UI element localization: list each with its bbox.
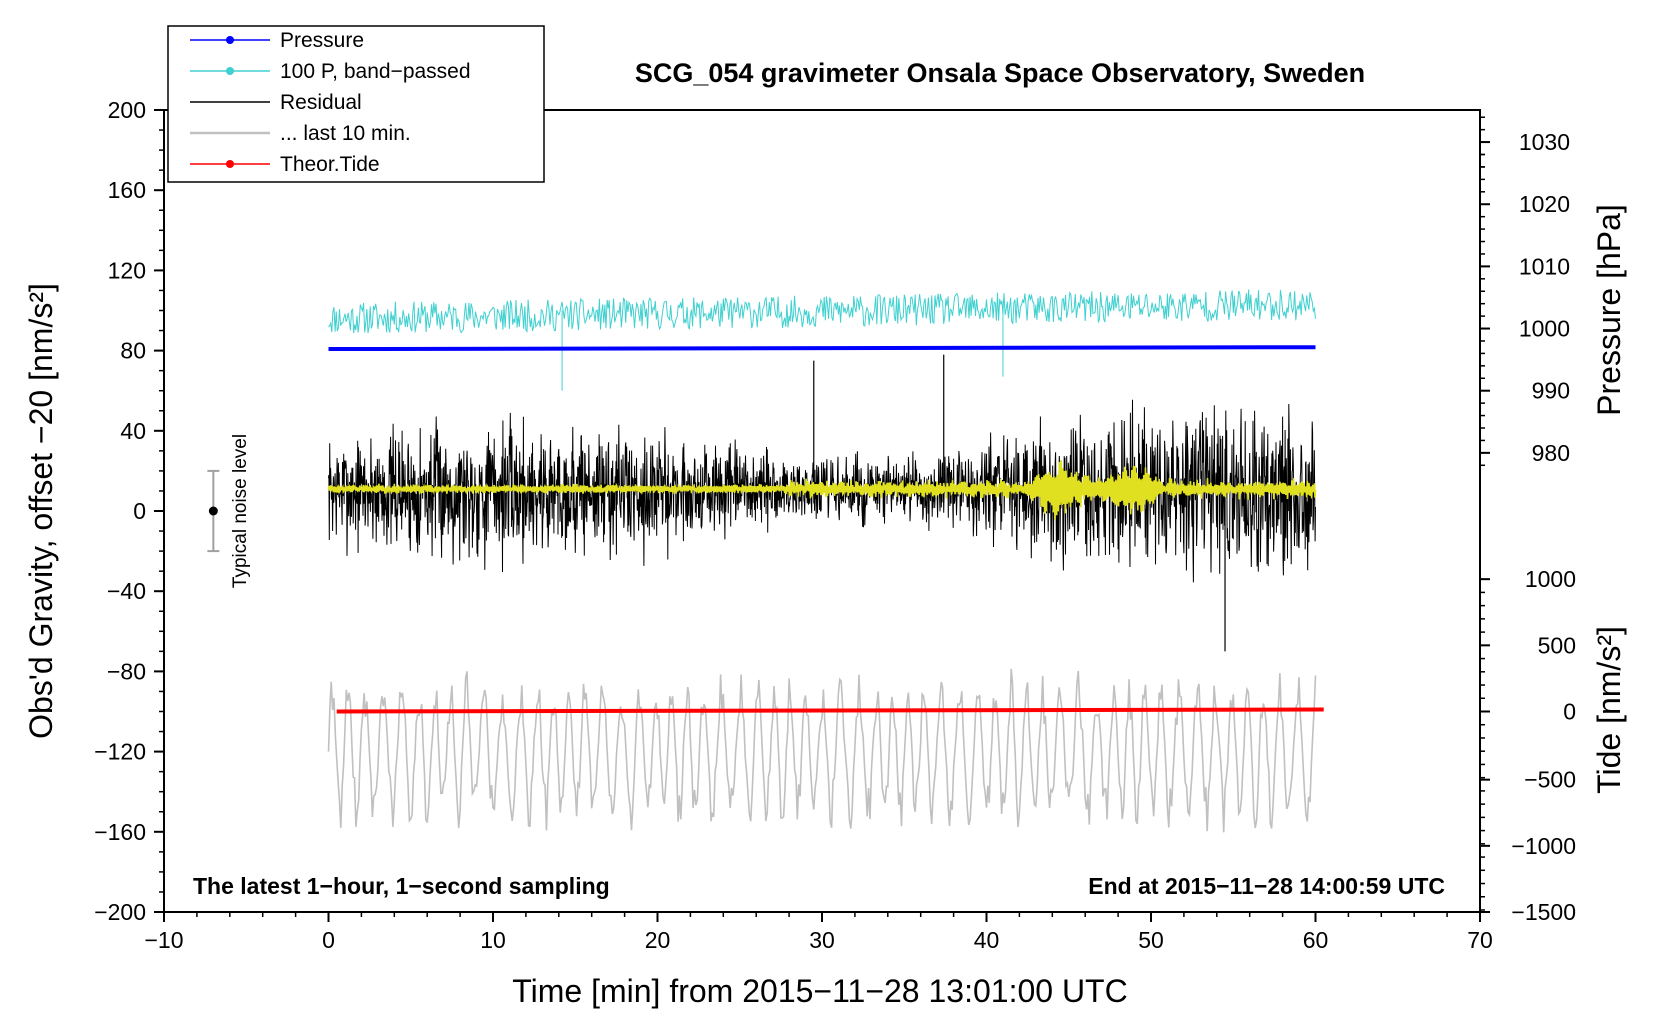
x-tick-label-6: 50 xyxy=(1138,927,1164,953)
x-tick-label-5: 40 xyxy=(974,927,1000,953)
x-tick-label-3: 20 xyxy=(645,927,671,953)
y-axis-title-left: Obs'd Gravity, offset −20 [nm/s²] xyxy=(23,283,59,739)
legend: Pressure 100 P, band−passed Residual ... la… xyxy=(167,25,545,183)
annotation-end-time: End at 2015−11−28 14:00:59 UTC xyxy=(1088,873,1445,899)
y-left-tick-label-1: 160 xyxy=(108,177,146,203)
y-left-tick-label-4: 40 xyxy=(120,418,146,444)
legend-label-3: ... last 10 min. xyxy=(280,122,411,145)
theor-tide-series-line xyxy=(336,707,1324,714)
tide-tick-label-5: −1500 xyxy=(1511,899,1576,925)
noise-bar-label: Typical noise level xyxy=(230,434,251,588)
pressure-tick-label-0: 1030 xyxy=(1519,129,1570,155)
legend-marker-0 xyxy=(226,36,234,44)
tide-tick-label-2: 0 xyxy=(1563,699,1576,725)
legend-label-2: Residual xyxy=(280,91,362,114)
x-tick-label-7: 60 xyxy=(1303,927,1329,953)
y-left-tick-label-6: −40 xyxy=(107,578,146,604)
axes-layer: −10 0 10 20 30 40 50 60 7020016012080400−40−80−1… xyxy=(94,97,1576,953)
legend-label-4: Theor.Tide xyxy=(280,153,380,176)
x-tick-label-0: −10 xyxy=(144,927,183,953)
y-left-tick-label-9: −160 xyxy=(94,819,146,845)
legend-marker-4 xyxy=(226,160,234,168)
x-tick-label-8: 70 xyxy=(1467,927,1493,953)
pressure-tick-label-1: 1020 xyxy=(1519,191,1570,217)
y-left-tick-label-7: −80 xyxy=(107,658,146,684)
tide-tick-label-4: −1000 xyxy=(1511,833,1576,859)
legend-label-0: Pressure xyxy=(280,29,364,52)
chart-title: SCG_054 gravimeter Onsala Space Observat… xyxy=(635,58,1365,88)
y-left-tick-label-5: 0 xyxy=(133,498,146,524)
y-left-tick-label-0: 200 xyxy=(108,97,146,123)
x-axis-title: Time [min] from 2015−11−28 13:01:00 UTC xyxy=(512,973,1127,1009)
last-10-min-series-line xyxy=(327,668,1317,833)
y-left-tick-label-3: 80 xyxy=(120,338,146,364)
tide-tick-label-1: 500 xyxy=(1538,632,1576,658)
data-layer xyxy=(327,289,1324,833)
legend-box xyxy=(167,25,545,183)
annotation-sampling: The latest 1−hour, 1−second sampling xyxy=(193,873,610,899)
y-axis-title-tide: Tide [nm/s²] xyxy=(1591,626,1627,794)
pressure-series-line xyxy=(328,345,1316,352)
pressure-tick-label-2: 1010 xyxy=(1519,253,1570,279)
legend-marker-1 xyxy=(226,67,234,75)
legend-label-1: 100 P, band−passed xyxy=(280,60,471,83)
tide-tick-label-3: −500 xyxy=(1524,767,1576,793)
smoothed-residual-series-line xyxy=(327,460,1317,520)
x-tick-label-2: 10 xyxy=(480,927,506,953)
y-left-tick-label-2: 120 xyxy=(108,257,146,283)
tide-tick-label-0: 1000 xyxy=(1525,566,1576,592)
pressure-tick-label-3: 1000 xyxy=(1519,316,1570,342)
y-left-tick-label-10: −200 xyxy=(94,899,146,925)
bandpassed-series-line xyxy=(328,289,1316,334)
x-tick-label-1: 0 xyxy=(322,927,335,953)
y-left-tick-label-8: −120 xyxy=(94,739,146,765)
x-tick-label-4: 30 xyxy=(809,927,835,953)
noise-bar xyxy=(207,469,220,553)
y-axis-title-pressure: Pressure [hPa] xyxy=(1591,204,1627,416)
pressure-tick-label-4: 990 xyxy=(1532,378,1570,404)
noise-bar-center-dot xyxy=(208,506,218,516)
pressure-tick-label-5: 980 xyxy=(1532,440,1570,466)
